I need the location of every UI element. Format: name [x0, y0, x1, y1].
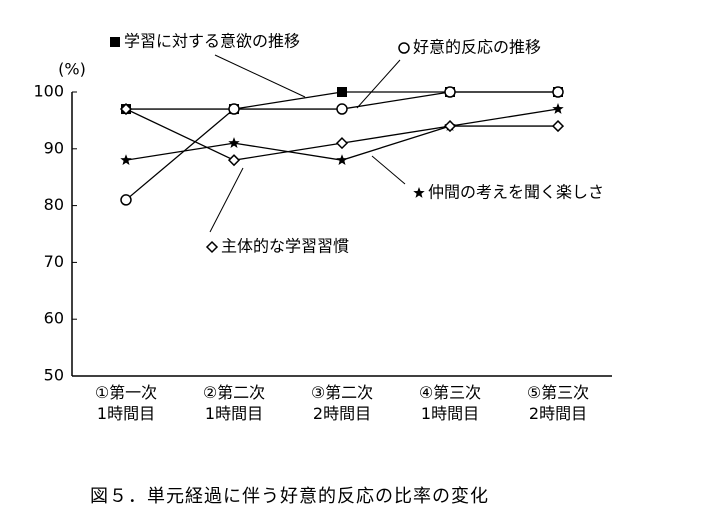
- data-point: [120, 154, 132, 165]
- y-tick-label: 50: [44, 366, 64, 385]
- leader-line: [214, 54, 306, 98]
- x-tick-label: ③第二次 2時間目: [310, 383, 374, 423]
- data-point: [444, 86, 456, 98]
- y-tick-label: 60: [44, 309, 64, 328]
- legend-marker: [398, 42, 410, 54]
- data-point: [552, 86, 564, 98]
- caption: 図５．単元経過に伴う好意的反応の比率の変化: [90, 486, 489, 507]
- series-line: [125, 108, 558, 161]
- y-tick-label: 80: [44, 195, 64, 214]
- leader-line: [356, 59, 401, 109]
- legend-label: 仲間の考えを聞く楽しさ: [428, 183, 604, 202]
- y-axis-label: (%): [58, 60, 86, 79]
- y-tick-label: 90: [44, 138, 64, 157]
- legend-marker: [205, 240, 219, 254]
- y-tick-label: 100: [33, 82, 64, 101]
- legend-label: 好意的反応の推移: [413, 38, 541, 57]
- x-tick-label: ④第三次 1時間目: [418, 383, 482, 423]
- legend-marker: [413, 187, 425, 198]
- x-tick-label: ⑤第三次 2時間目: [526, 383, 590, 423]
- data-point: [336, 103, 348, 115]
- data-point: [551, 120, 565, 133]
- x-tick-label: ②第二次 1時間目: [202, 383, 266, 423]
- legend-label: 主体的な学習習慣: [221, 237, 349, 256]
- data-point: [552, 103, 564, 114]
- data-point: [336, 154, 348, 165]
- data-point: [228, 137, 240, 148]
- legend-marker: [110, 37, 120, 47]
- x-tick-label: ①第一次 1時間目: [94, 383, 158, 423]
- series-line: [125, 108, 559, 161]
- data-point: [337, 87, 347, 97]
- data-point: [227, 154, 241, 167]
- data-point: [120, 194, 132, 206]
- leader-line: [371, 155, 406, 185]
- leader-line: [209, 167, 244, 233]
- data-point: [228, 103, 240, 115]
- legend-label: 学習に対する意欲の推移: [124, 32, 300, 51]
- y-tick-label: 70: [44, 252, 64, 271]
- data-point: [443, 120, 457, 133]
- data-point: [335, 137, 349, 150]
- data-point: [119, 102, 133, 116]
